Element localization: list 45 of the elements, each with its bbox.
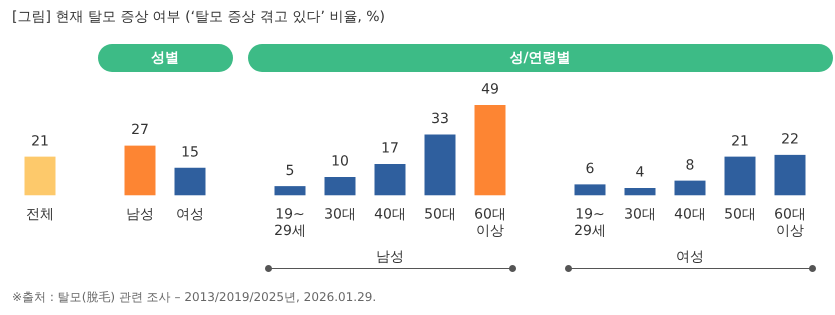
bar — [674, 180, 706, 196]
bar — [624, 188, 656, 196]
text: 성별 — [98, 44, 232, 72]
data-label: 21 — [31, 133, 49, 150]
data-label: 27 — [131, 122, 149, 138]
text: 남성 — [375, 248, 405, 266]
bar — [374, 164, 406, 196]
x-tick-label: 60대 이상 — [474, 206, 506, 240]
data-label: 22 — [781, 131, 799, 148]
x-tick-label: 30대 — [624, 206, 656, 222]
data-label: 33 — [431, 111, 449, 128]
x-tick-label: 50대 — [724, 206, 756, 222]
data-label: 21 — [731, 133, 749, 150]
data-label: 15 — [181, 144, 199, 160]
text: ※출처 : 탈모(脫毛) 관련 조사 – 2013/2019/2025년, 2026.01.29. — [12, 289, 376, 306]
x-tick-label: 남성 — [126, 206, 154, 222]
data-label: 17 — [381, 140, 399, 157]
text: 여성 — [675, 248, 705, 266]
data-label: 8 — [686, 157, 694, 174]
bar — [774, 154, 806, 196]
bar — [724, 156, 756, 196]
x-tick-label: 40대 — [374, 206, 406, 222]
bar — [574, 184, 606, 196]
bar — [474, 105, 506, 196]
x-tick-label: 50대 — [424, 206, 456, 222]
bar — [24, 156, 56, 196]
data-label: 49 — [481, 82, 499, 98]
x-tick-label: 60대 이상 — [774, 206, 806, 240]
bar — [424, 134, 456, 196]
chart-title: [그림] 현재 탈모 증상 여부 (‘탈모 증상 겪고 있다’ 비율, %) — [12, 8, 386, 26]
data-label: 6 — [586, 160, 595, 177]
x-tick-label: 여성 — [176, 206, 204, 222]
x-tick-label: 30대 — [324, 206, 356, 222]
data-label: 5 — [286, 162, 294, 179]
data-label: 4 — [636, 164, 645, 181]
bar — [124, 146, 156, 196]
bar — [324, 176, 356, 196]
x-tick-label: 40대 — [674, 206, 706, 222]
text: 성/연령별 — [248, 44, 832, 72]
data-label: 10 — [331, 154, 349, 170]
x-tick-label: 19~ 29세 — [574, 206, 606, 240]
bar — [274, 186, 306, 196]
x-tick-label: 전체 — [26, 206, 54, 222]
x-tick-label: 19~ 29세 — [274, 206, 306, 240]
bar — [174, 168, 206, 196]
